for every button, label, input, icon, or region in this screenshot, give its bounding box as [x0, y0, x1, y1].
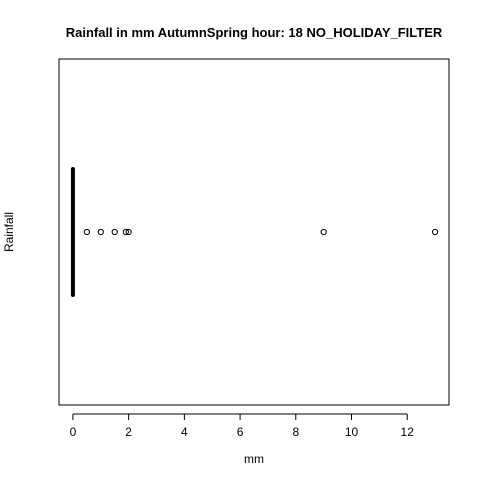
outlier-point-1 [97, 228, 104, 236]
x-tick-label-12: 12 [401, 425, 415, 439]
x-axis-ticks: 0 2 4 6 8 10 12 [70, 414, 415, 439]
x-tick-label-0: 0 [70, 425, 77, 439]
outlier-point-5 [320, 228, 327, 236]
outlier-point-0 [83, 228, 90, 236]
y-axis-label: Rainfall [2, 212, 16, 252]
x-axis-label: mm [244, 452, 264, 466]
x-tick-label-4: 4 [181, 425, 188, 439]
x-tick-label-2: 2 [125, 425, 132, 439]
plot-frame [58, 58, 450, 406]
x-tick-label-10: 10 [345, 425, 359, 439]
x-tick-label-8: 8 [292, 425, 299, 439]
chart-title: Rainfall in mm AutumnSpring hour: 18 NO_… [66, 25, 443, 40]
x-tick-label-6: 6 [237, 425, 244, 439]
outlier-point-2 [111, 228, 118, 236]
outlier-point-4 [125, 228, 132, 236]
outlier-points [83, 228, 439, 236]
outlier-point-6 [431, 228, 439, 236]
outlier-point-3 [122, 228, 129, 236]
